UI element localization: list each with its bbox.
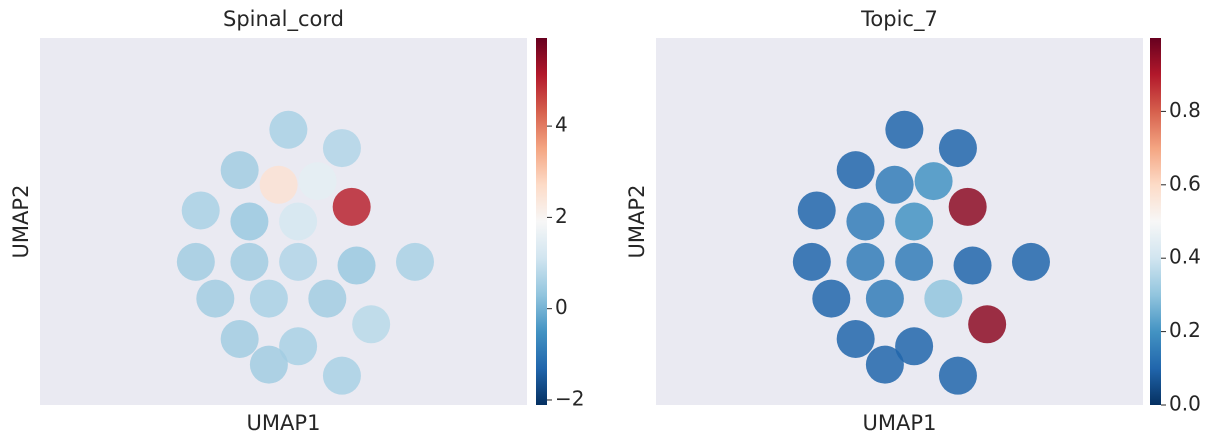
- cell-cluster: [895, 242, 934, 281]
- y-axis-label: UMAP2: [625, 185, 649, 259]
- cell-cluster: [337, 246, 376, 285]
- cell-cluster: [812, 279, 851, 318]
- cell-cluster: [230, 242, 269, 281]
- cell-cluster: [176, 242, 215, 281]
- colorbar-tick-label: 0.2: [1169, 318, 1201, 342]
- cell-cluster: [230, 202, 269, 241]
- cell-cluster: [322, 356, 361, 395]
- cell-cluster: [938, 129, 977, 168]
- cell-cluster: [846, 242, 885, 281]
- colorbar-tick-label: 0.6: [1169, 171, 1201, 195]
- cell-cluster: [249, 345, 288, 384]
- cell-cluster: [181, 191, 220, 230]
- cell-cluster: [1011, 242, 1050, 281]
- cell-cluster: [220, 151, 259, 190]
- colorbar: [1150, 38, 1161, 405]
- y-axis-label: UMAP2: [9, 185, 33, 259]
- cell-cluster: [395, 242, 434, 281]
- cell-cluster: [836, 319, 875, 358]
- cell-cluster: [259, 165, 298, 204]
- cell-cluster: [865, 345, 904, 384]
- cell-cluster: [895, 202, 934, 241]
- cell-cluster: [836, 151, 875, 190]
- chart-title: Topic_7: [860, 7, 938, 32]
- cell-cluster: [846, 202, 885, 241]
- x-axis-label: UMAP1: [863, 411, 937, 435]
- cell-cluster: [914, 162, 953, 201]
- cell-cluster: [938, 356, 977, 395]
- x-axis-label: UMAP1: [247, 411, 321, 435]
- cell-cluster: [308, 279, 347, 318]
- colorbar-tick-label: 2: [555, 204, 568, 228]
- cell-cluster: [953, 246, 992, 285]
- colorbar-tick-label: −2: [555, 386, 584, 410]
- colorbar-tick-label: 4: [555, 113, 568, 137]
- colorbar-tick-label: 0.0: [1169, 392, 1201, 416]
- cell-cluster: [298, 162, 337, 201]
- colorbar-tick-label: 0.4: [1169, 245, 1201, 269]
- chart-title: Spinal_cord: [223, 7, 344, 32]
- cell-cluster: [352, 305, 391, 344]
- colorbar: [536, 38, 547, 405]
- cell-cluster: [792, 242, 831, 281]
- cell-cluster: [968, 305, 1007, 344]
- cell-cluster: [279, 202, 318, 241]
- cell-cluster: [279, 327, 318, 366]
- cell-cluster: [885, 110, 924, 149]
- cell-cluster: [948, 187, 987, 226]
- cell-cluster: [269, 110, 308, 149]
- cell-cluster: [332, 187, 371, 226]
- cell-cluster: [895, 327, 934, 366]
- cell-cluster: [196, 279, 235, 318]
- cell-cluster: [924, 279, 963, 318]
- cell-cluster: [865, 279, 904, 318]
- cell-cluster: [279, 242, 318, 281]
- cell-cluster: [797, 191, 836, 230]
- colorbar-tick-label: 0: [555, 295, 568, 319]
- cell-cluster: [322, 129, 361, 168]
- colorbar-tick-label: 0.8: [1169, 98, 1201, 122]
- cell-cluster: [249, 279, 288, 318]
- cell-cluster: [875, 165, 914, 204]
- cell-cluster: [220, 319, 259, 358]
